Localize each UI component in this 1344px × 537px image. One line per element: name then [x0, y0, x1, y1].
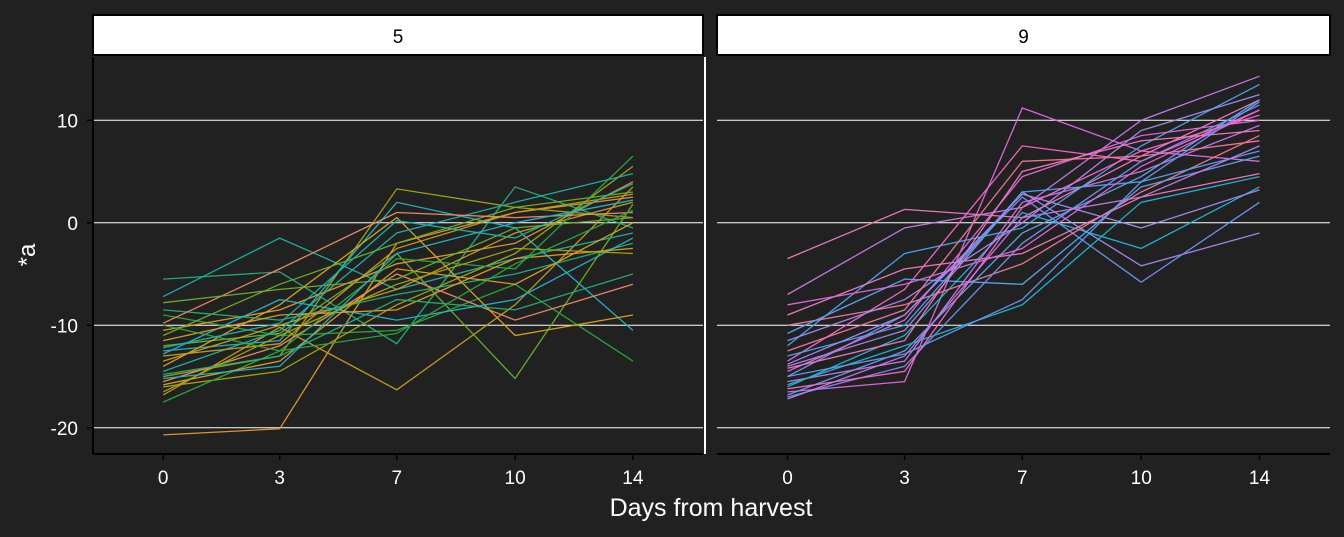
facet-strip [716, 14, 1331, 56]
series-line [163, 283, 634, 362]
series-line [163, 273, 634, 376]
facet-strip-label: 9 [1018, 27, 1029, 48]
facet-strip [92, 14, 704, 56]
x-tick-label: 0 [158, 468, 169, 489]
x-tick-label: 3 [899, 468, 910, 489]
series-line [162, 186, 634, 396]
series-line [163, 186, 634, 345]
facet-strip-label: 5 [393, 27, 404, 48]
series-line [163, 188, 633, 378]
x-tick-label: 7 [1017, 468, 1028, 489]
series-line [163, 209, 634, 352]
series-line [163, 183, 634, 349]
series-line [162, 172, 634, 373]
x-tick-label: 14 [622, 468, 644, 489]
series-line [163, 199, 634, 380]
series-line [787, 175, 1260, 386]
series-line [787, 145, 1260, 400]
facet-panel-5: 5 0 3 7 10 14 10 0 -10 -20 [51, 14, 704, 489]
series-line [787, 135, 1260, 326]
facet-panel-9: 9 0 3 7 10 14 [704, 14, 1331, 489]
series-line [162, 191, 633, 337]
series-line [787, 189, 1260, 365]
y-tick-label: 0 [67, 214, 78, 235]
y-tick-label: 10 [57, 111, 78, 132]
series-line [162, 247, 633, 393]
series-line [787, 129, 1260, 369]
x-axis-title: Days from harvest [610, 494, 813, 522]
x-tick-label: 0 [782, 468, 793, 489]
series-line [787, 104, 1260, 398]
y-axis-title: *a [14, 243, 41, 266]
series-line [787, 101, 1260, 378]
series-line [787, 109, 1260, 306]
series-line [787, 140, 1260, 352]
series-line [163, 201, 634, 362]
series-line [787, 93, 1260, 342]
series-line [163, 222, 634, 386]
x-tick-label: 7 [391, 468, 402, 489]
series-line [787, 124, 1260, 383]
series-line [162, 237, 634, 355]
series-line [162, 155, 634, 403]
x-tick-label: 3 [274, 468, 285, 489]
series-line [787, 114, 1260, 390]
series-line [787, 186, 1260, 388]
series-line [163, 247, 633, 342]
y-tick-label: -20 [51, 419, 78, 440]
x-tick-label: 14 [1249, 468, 1271, 489]
series-line [787, 172, 1260, 316]
series-line [787, 119, 1260, 372]
y-tick-label: -10 [51, 316, 78, 337]
series-line [162, 216, 634, 367]
series-line [787, 155, 1260, 334]
series-line [163, 193, 634, 357]
series-line [163, 273, 634, 383]
facets: 5 0 3 7 10 14 10 0 -10 -20 9 0 3 7 10 14 [51, 14, 1331, 489]
series-line [787, 150, 1260, 357]
x-tick-label: 10 [505, 468, 526, 489]
x-tick-label: 10 [1131, 468, 1152, 489]
series-line [163, 216, 633, 304]
